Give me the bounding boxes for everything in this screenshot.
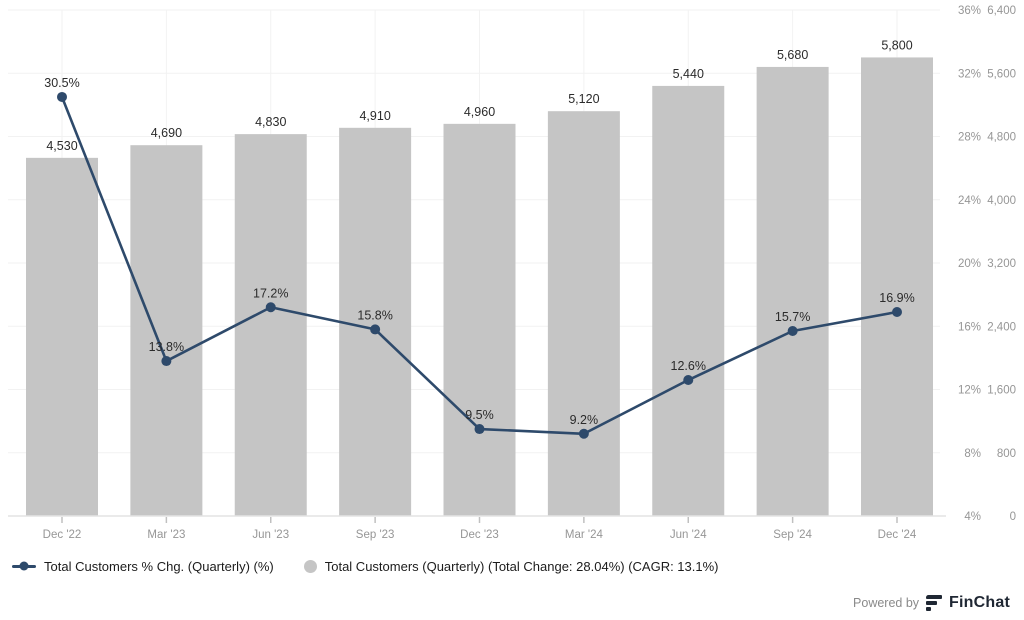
line-point-Jun '24[interactable]	[683, 375, 694, 386]
combo-chart-canvas: 4,530 4,690 4,830 4,910 4,960 5,120 5,440 5,680…	[8, 5, 1016, 541]
value-axis-label: 4,000	[987, 195, 1016, 207]
bar-value-label: 5,440	[673, 67, 704, 81]
percent-axis-label: 4%	[964, 511, 981, 523]
line-value-label: 13.8%	[149, 340, 184, 354]
x-axis-label: Sep '23	[356, 529, 395, 541]
value-axis-label: 5,600	[987, 68, 1016, 80]
bar-Mar '23[interactable]	[130, 145, 203, 516]
powered-by-finchat[interactable]: Powered by FinChat	[853, 594, 1010, 612]
line-value-label: 15.7%	[775, 310, 810, 324]
percent-axis-label: 28%	[958, 132, 981, 144]
line-value-label: 9.5%	[465, 408, 494, 422]
line-value-label: 9.2%	[570, 413, 599, 427]
percent-axis-label: 12%	[958, 385, 981, 397]
bar-value-label: 4,690	[151, 126, 182, 140]
bar-Jun '23[interactable]	[234, 134, 307, 517]
x-axis-label: Mar '24	[565, 529, 604, 541]
powered-by-text: Powered by	[853, 596, 920, 610]
line-value-label: 12.6%	[671, 359, 706, 373]
bar-value-label: 4,530	[46, 139, 77, 153]
bar-Dec '24[interactable]	[861, 57, 933, 516]
percent-axis-label: 36%	[958, 5, 981, 17]
line-point-Sep '23[interactable]	[370, 324, 381, 335]
value-axis-label: 0	[1010, 511, 1016, 523]
line-value-label: 30.5%	[44, 76, 79, 90]
value-axis-label: 3,200	[987, 258, 1016, 270]
bar-Dec '22[interactable]	[26, 157, 98, 517]
value-axis-label: 6,400	[987, 5, 1016, 17]
chart-legend: Total Customers % Chg. (Quarterly) (%) T…	[12, 556, 1024, 576]
finchat-brand-name: FinChat	[949, 594, 1010, 611]
bar-value-label: 5,120	[568, 92, 599, 106]
line-value-label: 16.9%	[879, 291, 914, 305]
bar-value-label: 4,830	[255, 115, 286, 129]
finchat-logo-icon	[926, 594, 943, 612]
x-axis-label: Dec '23	[460, 529, 499, 541]
bar-value-label: 4,960	[464, 105, 495, 119]
line-point-Dec '24[interactable]	[892, 307, 902, 318]
bar-value-label: 4,910	[359, 109, 390, 123]
value-axis-label: 800	[997, 448, 1016, 460]
bar-value-label: 5,680	[777, 48, 808, 62]
line-point-Jun '23[interactable]	[265, 302, 276, 313]
bar-series-marker-icon	[303, 559, 317, 573]
legend-item-pct-change[interactable]: Total Customers % Chg. (Quarterly) (%)	[12, 559, 274, 574]
value-axis-label: 4,800	[987, 132, 1016, 144]
bar-Dec '23[interactable]	[443, 123, 516, 516]
x-axis-label: Jun '23	[252, 529, 289, 541]
x-axis-label: Dec '22	[43, 529, 82, 541]
x-axis-label: Dec '24	[878, 529, 917, 541]
percent-axis-label: 24%	[958, 195, 981, 207]
bar-Sep '24[interactable]	[756, 66, 829, 517]
line-series-marker-icon	[12, 561, 36, 571]
legend-item-total-customers[interactable]: Total Customers (Quarterly) (Total Chang…	[303, 558, 719, 574]
bar-Mar '24[interactable]	[547, 111, 620, 516]
value-axis-label: 1,600	[987, 385, 1016, 397]
percent-axis-label: 32%	[958, 68, 981, 80]
x-axis-label: Jun '24	[670, 529, 707, 541]
line-point-Dec '23[interactable]	[474, 424, 485, 435]
line-point-Sep '24[interactable]	[787, 325, 798, 336]
legend-label-total-customers: Total Customers (Quarterly) (Total Chang…	[324, 558, 719, 574]
legend-label-pct-change: Total Customers % Chg. (Quarterly) (%)	[44, 558, 274, 574]
line-point-Dec '22[interactable]	[57, 91, 67, 102]
line-value-label: 15.8%	[357, 308, 392, 322]
bar-value-label: 5,800	[881, 38, 912, 52]
line-point-Mar '24[interactable]	[578, 428, 589, 439]
percent-axis-label: 20%	[958, 258, 981, 270]
bar-Jun '24[interactable]	[652, 85, 725, 517]
percent-axis-label: 8%	[964, 448, 981, 460]
bar-Sep '23[interactable]	[339, 127, 412, 516]
line-value-label: 17.2%	[253, 286, 288, 300]
x-axis-label: Sep '24	[773, 529, 812, 541]
line-point-Mar '23[interactable]	[161, 356, 172, 367]
value-axis-label: 2,400	[987, 321, 1016, 333]
x-axis-label: Mar '23	[147, 529, 185, 541]
percent-axis-label: 16%	[958, 321, 981, 333]
